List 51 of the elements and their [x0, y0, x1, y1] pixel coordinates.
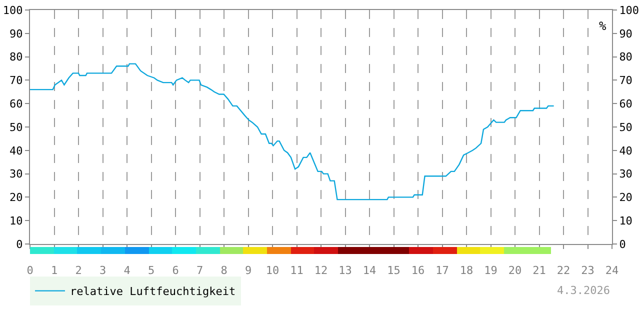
x-tick-label: 1	[50, 264, 58, 278]
y-tick-label: 90	[10, 27, 23, 40]
x-tick-label: 3	[99, 264, 106, 278]
y2-tick-label: 0	[619, 238, 626, 251]
x-tick-label: 6	[172, 264, 179, 278]
text: 4.3.2026	[557, 284, 610, 297]
x-tick-label: 19	[484, 264, 498, 278]
y2-axis-title: %	[599, 19, 607, 33]
y-tick-label: 0	[16, 238, 23, 251]
x-tick-label: 23	[581, 264, 594, 278]
y-tick-label: 30	[10, 168, 23, 181]
x-tick-label: 16	[411, 264, 425, 278]
x-tick-label: 20	[508, 264, 522, 278]
y-tick-label: 80	[10, 50, 23, 64]
y2-tick-label: 50	[619, 120, 632, 134]
y2-tick-label: 30	[619, 168, 632, 181]
x-tick-label: 4	[124, 264, 131, 278]
x-tick-label: 10	[266, 264, 280, 278]
y2-tick-label: 60	[619, 97, 632, 110]
line-series	[30, 63, 554, 200]
y-tick-label: 50	[10, 120, 23, 134]
x-tick-label: 17	[436, 264, 449, 278]
x-tick-label: 0	[26, 264, 34, 278]
y2-tick-label: 100	[619, 4, 640, 17]
y2-tick-label: 20	[619, 191, 632, 204]
y2-tick-label: 70	[619, 74, 632, 88]
y2-tick-label: 10	[619, 214, 632, 228]
x-tick-label: 14	[362, 264, 376, 278]
x-tick-label: 18	[460, 264, 474, 278]
y-tick-label: 10	[10, 214, 23, 228]
x-tick-label: 8	[220, 264, 228, 278]
x-tick-label: 22	[556, 264, 570, 278]
x-tick-label: 9	[244, 264, 252, 278]
y-tick-label: 100	[2, 4, 23, 17]
x-tick-label: 24	[605, 264, 619, 278]
y2-tick-label: 80	[619, 50, 632, 64]
y-tick-label: 20	[10, 191, 23, 204]
y-tick-label: 40	[10, 144, 23, 158]
x-tick-label: 13	[338, 264, 352, 278]
x-tick-label: 5	[148, 264, 155, 278]
y-tick-label: 70	[10, 74, 23, 88]
legend-label: relative Luftfeuchtigkeit	[70, 285, 236, 298]
x-tick-label: 12	[314, 264, 328, 278]
y2-tick-label: 40	[619, 144, 632, 158]
x-tick-label: 2	[75, 264, 82, 278]
x-tick-label: 21	[532, 264, 546, 278]
x-tick-label: 15	[387, 264, 400, 278]
y2-tick-label: 90	[619, 27, 632, 40]
x-tick-label: 11	[290, 264, 304, 278]
y-tick-label: 60	[10, 97, 23, 110]
x-tick-label: 7	[196, 264, 204, 278]
